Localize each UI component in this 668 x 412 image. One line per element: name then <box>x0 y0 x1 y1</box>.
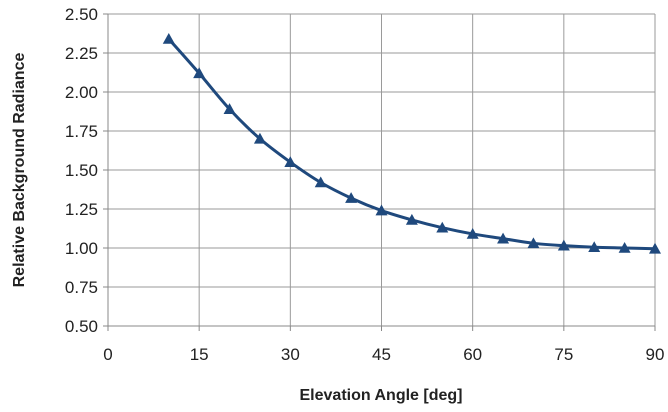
data-point-marker <box>588 241 601 253</box>
y-tick-label: 1.75 <box>65 122 98 141</box>
x-tick-label: 90 <box>646 345 665 364</box>
data-point-marker <box>284 156 297 167</box>
y-tick-label: 1.25 <box>65 200 98 219</box>
data-point-marker <box>345 192 358 203</box>
x-tick-label: 0 <box>103 345 112 364</box>
x-tick-label: 45 <box>372 345 391 364</box>
y-tick-label: 0.75 <box>65 278 98 297</box>
data-point-marker <box>557 239 570 251</box>
data-point-marker <box>497 232 510 244</box>
y-tick-label: 2.25 <box>65 44 98 63</box>
y-tick-label: 1.00 <box>65 239 98 258</box>
x-tick-label: 60 <box>463 345 482 364</box>
data-point-marker <box>618 242 631 253</box>
data-point-marker <box>223 103 236 114</box>
data-point-marker <box>193 67 206 79</box>
series-layer <box>162 32 661 254</box>
y-tick-label: 2.50 <box>65 5 98 24</box>
data-point-marker <box>436 221 449 233</box>
axes <box>103 13 656 331</box>
data-point-marker <box>649 242 661 254</box>
data-point-marker <box>162 32 175 44</box>
x-tick-label: 15 <box>190 345 209 364</box>
x-tick-label: 75 <box>554 345 573 364</box>
y-tick-label: 2.00 <box>65 83 98 102</box>
y-tick-label: 0.50 <box>65 317 98 336</box>
data-point-marker <box>405 213 418 225</box>
data-point-marker <box>466 227 479 239</box>
data-point-marker <box>527 237 540 249</box>
x-tick-labels: 0 15 30 45 60 75 90 <box>103 345 664 364</box>
data-point-marker <box>253 132 266 144</box>
x-axis-title: Elevation Angle [deg] <box>300 387 463 404</box>
y-tick-labels: 0.50 0.75 1.00 1.25 1.50 1.75 2.00 2.25 2.50 <box>65 5 98 336</box>
y-tick-label: 1.50 <box>65 161 98 180</box>
grid <box>108 13 656 327</box>
data-point-marker <box>375 204 388 216</box>
y-axis-title: Relative Background Radiance <box>11 53 28 288</box>
data-point-marker <box>314 176 327 188</box>
x-tick-label: 30 <box>281 345 300 364</box>
